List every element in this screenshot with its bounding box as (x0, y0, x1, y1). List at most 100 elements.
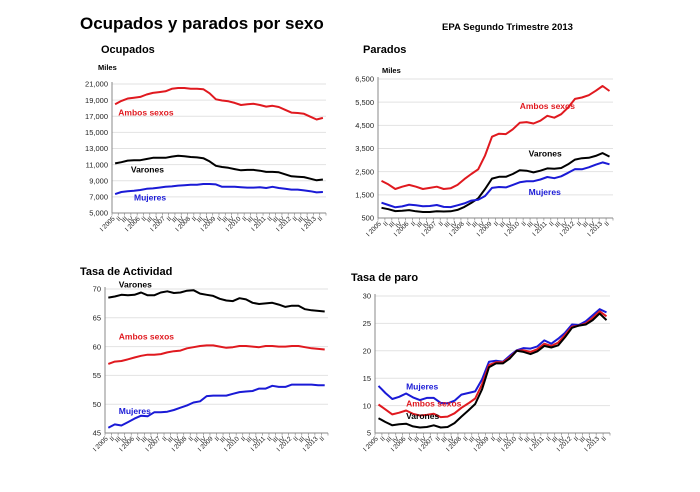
parados-xtick-label: III (554, 220, 563, 229)
parados-xtick-label: II (493, 220, 501, 228)
parados-ytick-label: 5,500 (355, 98, 374, 107)
parados-ytick-label: 1,500 (355, 191, 374, 200)
tasa-paro-xtick-label: II (518, 435, 526, 443)
tasa-actividad-xtick-label: IV (199, 435, 209, 445)
ocupados-label-mujeres: Mujeres (134, 193, 166, 203)
ocupados-xtick-label: IV (202, 215, 212, 225)
parados-xtick-label: II (382, 220, 390, 228)
tasa-actividad-xtick-label: III (271, 435, 280, 444)
ocupados-ytick-label: 13,000 (85, 144, 108, 153)
tasa-actividad-xtick-label: II (109, 435, 117, 443)
chart-title-parados: Parados (363, 44, 407, 56)
ocupados-xtick-label: II (266, 215, 274, 223)
ocupados-xtick-label: III (221, 215, 230, 224)
tasa-paro-xtick-label: IV (391, 435, 401, 445)
tasa-paro-xtick-label: III (523, 435, 532, 444)
tasa-actividad-xtick-label: IV (225, 435, 235, 445)
tasa-actividad-xtick-label: IV (146, 435, 156, 445)
ocupados-xtick-label: IV (302, 215, 312, 225)
parados-xtick-label: II (521, 220, 529, 228)
tasa-paro-ytick-label: 15 (363, 374, 371, 383)
ocupados-series-mujeres (114, 183, 323, 196)
page-title: Ocupados y parados por sexo (80, 14, 324, 33)
tasa-paro-xtick-label: II (435, 435, 443, 443)
tasa-paro-ytick-label: 30 (363, 292, 371, 301)
tasa-actividad-xtick-label: II (214, 435, 222, 443)
tasa-actividad-xtick-label: II (240, 435, 248, 443)
tasa-actividad-xtick-label: III (140, 435, 149, 444)
tasa-actividad-ytick-label: 70 (93, 285, 101, 294)
parados-series-varones (381, 152, 610, 213)
tasa-actividad-series-ambos (107, 344, 325, 365)
tasa-actividad-xtick-label: II (135, 435, 143, 443)
source-label: EPA Segundo Trimestre 2013 (442, 22, 573, 33)
ocupados-ytick-label: 15,000 (85, 128, 108, 137)
parados-xtick-label: II (576, 220, 584, 228)
parados-xtick-label: IV (394, 220, 404, 230)
tasa-actividad-xtick-label: III (166, 435, 175, 444)
ocupados-xtick-label: II (317, 215, 325, 223)
tasa-paro-xtick-label: III (440, 435, 449, 444)
parados-xtick-label: III (581, 220, 590, 229)
parados-xtick-label: III (498, 220, 507, 229)
tasa-paro-xtick-label: II (490, 435, 498, 443)
ocupados-xtick-label: IV (252, 215, 262, 225)
tasa-actividad-ytick-label: 45 (93, 429, 101, 438)
tasa-paro-xtick-label: II (573, 435, 581, 443)
tasa-actividad-xtick-label: IV (173, 435, 183, 445)
tasa-paro-label-mujeres: Mujeres (406, 382, 438, 392)
parados-xtick-label: IV (588, 220, 598, 230)
ocupados-xtick-label: III (297, 215, 306, 224)
tasa-paro-series-varones (378, 312, 608, 429)
parados-xtick-label: II (410, 220, 418, 228)
ocupados-ytick-label: 7,000 (89, 193, 108, 202)
ocupados-xtick-label: II (166, 215, 174, 223)
parados-label-ambos: Ambos sexos (520, 101, 576, 111)
parados-xtick-label: IV (422, 220, 432, 230)
tasa-paro-xtick-label: III (385, 435, 394, 444)
tasa-actividad-ytick-label: 65 (93, 314, 101, 323)
parados-ytick-label: 4,500 (355, 121, 374, 130)
ocupados-xtick-label: III (146, 215, 155, 224)
tasa-actividad-xtick-label: II (292, 435, 300, 443)
parados-xtick-label: IV (450, 220, 460, 230)
parados-xtick-label: IV (533, 220, 543, 230)
ocupados-ytick-label: 9,000 (89, 176, 108, 185)
ocupados-xtick-label: IV (277, 215, 287, 225)
tasa-paro-ytick-label: 20 (363, 347, 371, 356)
tasa-paro-xtick-label: III (551, 435, 560, 444)
ocupados-xtick-label: II (216, 215, 224, 223)
tasa-actividad-ytick-label: 50 (93, 400, 101, 409)
tasa-actividad-xtick-label: IV (120, 435, 130, 445)
parados-ytick-label: 500 (361, 214, 374, 223)
tasa-actividad-xtick-label: IV (251, 435, 261, 445)
tasa-actividad-ytick-label: 60 (93, 342, 101, 351)
ocupados-xtick-label: IV (227, 215, 237, 225)
chart-title-tasa-paro: Tasa de paro (351, 272, 419, 284)
ocupados-xtick-label: III (171, 215, 180, 224)
tasa-actividad-xtick-label: I 2005 (92, 435, 110, 453)
ocupados-series-varones (114, 154, 324, 182)
tasa-actividad-xtick-label: III (219, 435, 228, 444)
tasa-actividad-label-mujeres: Mujeres (119, 406, 151, 416)
parados-xtick-label: II (603, 220, 611, 228)
tasa-actividad-xtick-label: II (161, 435, 169, 443)
tasa-actividad-xtick-label: IV (304, 435, 314, 445)
parados-series-mujeres (381, 161, 610, 209)
tasa-actividad-xtick-label: II (266, 435, 274, 443)
ocupados-ytick-label: 17,000 (85, 112, 108, 121)
parados-xtick-label: III (388, 220, 397, 229)
parados-unit-label: Miles (382, 66, 401, 75)
tasa-paro-xtick-label: I 2005 (362, 435, 380, 453)
tasa-actividad-xtick-label: III (114, 435, 123, 444)
tasa-actividad-series-mujeres (107, 383, 325, 429)
ocupados-xtick-label: II (141, 215, 149, 223)
tasa-paro-xtick-label: III (468, 435, 477, 444)
ocupados-xtick-label: IV (151, 215, 161, 225)
ocupados-xtick-label: II (241, 215, 249, 223)
ocupados-xtick-label: III (246, 215, 255, 224)
parados-label-varones: Varones (529, 149, 562, 159)
parados-ytick-label: 3,500 (355, 144, 374, 153)
tasa-paro-xtick-label: III (413, 435, 422, 444)
